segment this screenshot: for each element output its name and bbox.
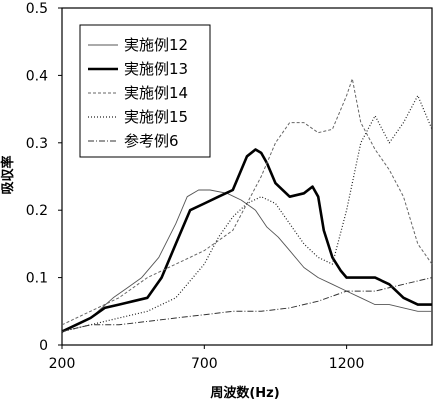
legend-label-3: 実施例14	[124, 84, 188, 102]
x-axis-title: 周波数(Hz)	[210, 385, 279, 401]
y-tick-label: 0.5	[26, 1, 48, 17]
legend-label-4: 実施例15	[124, 108, 188, 126]
y-tick-label: 0.3	[26, 136, 48, 152]
legend-label-2: 実施例13	[124, 60, 188, 78]
y-tick-label: 0.2	[26, 203, 48, 219]
y-tick-label: 0	[39, 338, 48, 354]
series-line-1	[62, 190, 432, 332]
y-axis-title: 吸収率	[0, 155, 16, 194]
x-tick-label: 700	[191, 356, 218, 372]
x-tick-label: 200	[49, 356, 76, 372]
legend-label-5: 参考例6	[124, 132, 179, 150]
legend-label-1: 実施例12	[124, 36, 188, 54]
y-tick-label: 0.4	[26, 68, 48, 84]
x-tick-label: 1200	[329, 356, 365, 372]
y-tick-label: 0.1	[26, 271, 48, 287]
